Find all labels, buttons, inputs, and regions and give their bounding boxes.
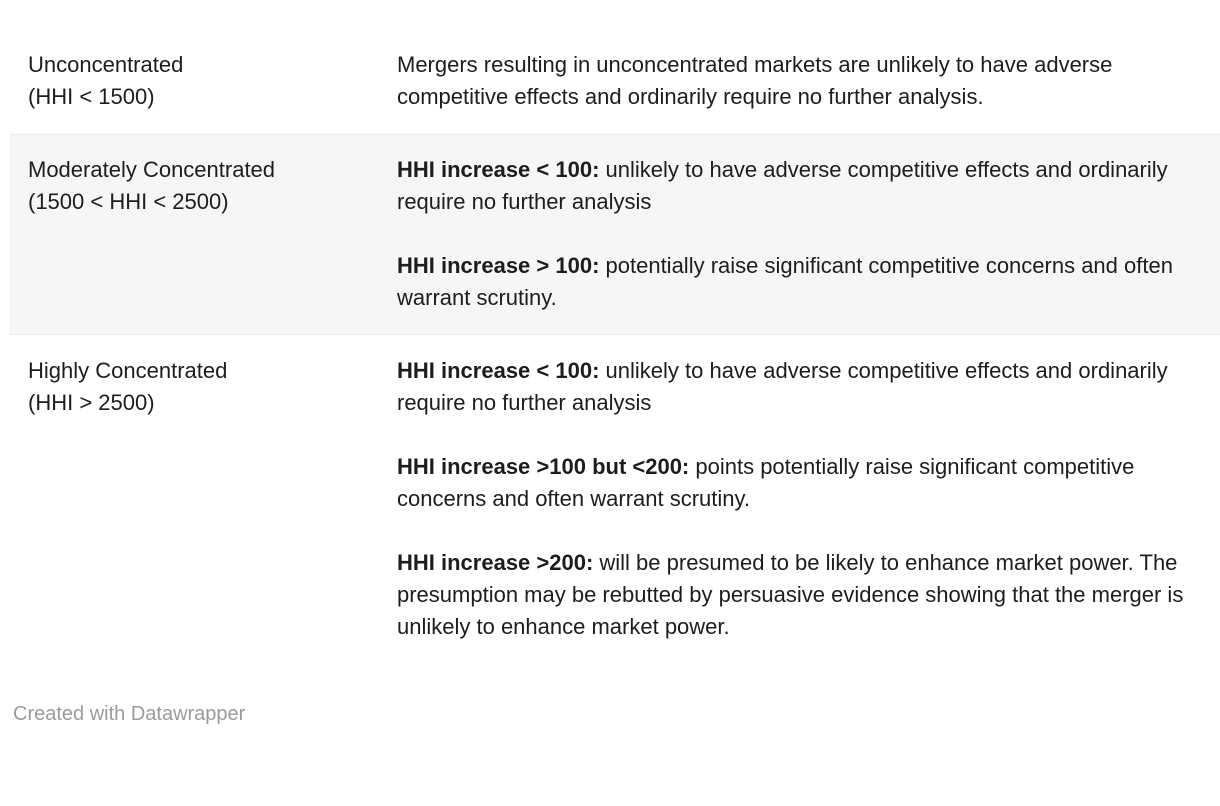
description-paragraph: HHI increase < 100: unlikely to have adv… <box>397 355 1196 419</box>
description-paragraph: HHI increase < 100: unlikely to have adv… <box>397 154 1196 218</box>
description-paragraph: HHI increase > 100: potentially raise si… <box>397 250 1196 314</box>
datawrapper-credit-link[interactable]: Created with Datawrapper <box>13 703 246 725</box>
description-paragraph: Mergers resulting in unconcentrated mark… <box>397 49 1196 113</box>
paragraph-text: unlikely to have adverse competitive eff… <box>397 358 1168 415</box>
term-range: (HHI > 2500) <box>28 390 155 415</box>
term-range: (1500 < HHI < 2500) <box>28 189 229 214</box>
row-term: Highly Concentrated (HHI > 2500) <box>10 355 397 419</box>
row-description: HHI increase < 100: unlikely to have adv… <box>397 154 1220 314</box>
description-paragraph: HHI increase >200: will be presumed to b… <box>397 547 1196 643</box>
hhi-increase-bold-label: HHI increase > 100: <box>397 253 600 278</box>
table-row: Highly Concentrated (HHI > 2500) HHI inc… <box>10 335 1220 664</box>
term-label: Unconcentrated <box>28 52 184 77</box>
description-paragraph: HHI increase >100 but <200: points poten… <box>397 451 1196 515</box>
term-range: (HHI < 1500) <box>28 84 155 109</box>
paragraph-text: Mergers resulting in unconcentrated mark… <box>397 52 1113 109</box>
table-row: Moderately Concentrated (1500 < HHI < 25… <box>10 134 1220 335</box>
table-row: Unconcentrated (HHI < 1500) Mergers resu… <box>10 29 1220 134</box>
row-term: Unconcentrated (HHI < 1500) <box>10 49 397 113</box>
hhi-increase-bold-label: HHI increase >200: <box>397 550 594 575</box>
term-label: Moderately Concentrated <box>28 157 276 182</box>
row-description: HHI increase < 100: unlikely to have adv… <box>397 355 1220 643</box>
hhi-increase-bold-label: HHI increase < 100: <box>397 358 600 383</box>
hhi-increase-bold-label: HHI increase >100 but <200: <box>397 454 690 479</box>
paragraph-text: potentially raise significant competitiv… <box>397 253 1173 310</box>
hhi-increase-bold-label: HHI increase < 100: <box>397 157 600 182</box>
hhi-concentration-table: Unconcentrated (HHI < 1500) Mergers resu… <box>10 0 1220 664</box>
paragraph-text: unlikely to have adverse competitive eff… <box>397 157 1168 214</box>
term-label: Highly Concentrated <box>28 358 228 383</box>
paragraph-text: points potentially raise significant com… <box>397 454 1135 511</box>
paragraph-text: will be presumed to be likely to enhance… <box>397 550 1184 639</box>
row-description: Mergers resulting in unconcentrated mark… <box>397 49 1220 113</box>
row-term: Moderately Concentrated (1500 < HHI < 25… <box>10 154 397 218</box>
